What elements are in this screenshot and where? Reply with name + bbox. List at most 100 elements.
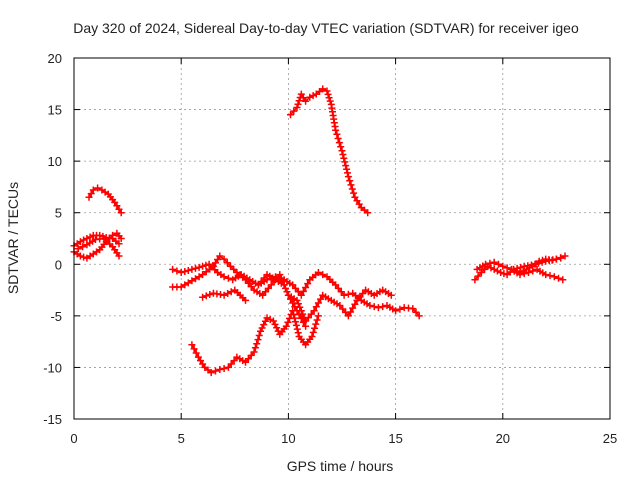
data-point [207,369,215,377]
data-point [335,139,343,147]
data-point [302,97,310,105]
chart-title: Day 320 of 2024, Sidereal Day-to-day VTE… [73,20,579,36]
y-tick-label: 15 [48,103,62,118]
data-point [299,310,307,318]
data-point [337,143,345,151]
data-point [520,270,528,278]
data-point [546,272,554,280]
data-point [195,263,203,271]
data-point [471,276,479,284]
data-point [332,126,340,134]
data-point [499,262,507,270]
data-point [487,264,495,272]
data-point [347,181,355,189]
data-point [309,92,317,100]
data-point [188,341,196,349]
data-point [216,366,224,373]
data-point [516,271,524,279]
data-point [309,328,317,336]
data-point [350,189,358,197]
series-arc-5 [287,85,372,217]
data-point [542,271,550,279]
series-arc-2 [70,231,123,250]
data-point [192,349,200,357]
data-point [254,336,262,344]
data-point [482,260,490,268]
series-arc-13 [473,258,567,284]
series-arc-4 [74,235,123,260]
data-point [290,310,298,318]
data-point [192,275,199,283]
data-point [257,327,264,335]
data-point [317,295,325,303]
data-point [184,267,192,274]
data-point [559,276,567,284]
data-point [223,259,231,267]
data-point [230,265,238,273]
data-point [291,318,299,326]
data-point [347,308,355,316]
data-point [535,259,542,267]
x-tick-label: 10 [281,431,295,446]
data-point [206,291,214,298]
data-point [348,185,356,193]
data-point [242,296,249,304]
data-point [513,264,521,272]
data-point [538,258,546,266]
data-point [202,268,210,276]
series-arc-9 [188,307,322,377]
data-point [326,97,334,105]
data-point [227,262,234,270]
data-point [313,316,321,324]
y-tick-label: 10 [48,154,62,169]
data-point [267,274,275,282]
data-point [290,107,298,115]
data-point [415,312,423,320]
data-series [70,85,569,377]
data-point [477,269,485,276]
data-point [312,303,320,311]
data-point [392,307,400,315]
data-point [199,271,207,279]
data-point [374,304,382,312]
data-point [500,270,508,278]
data-point [177,269,185,276]
data-point [188,277,196,285]
data-point [220,291,228,299]
data-point [340,291,348,299]
y-tick-label: 5 [55,206,62,221]
data-point [529,267,537,275]
data-point [312,320,320,328]
data-point [409,305,417,313]
data-point [79,243,87,251]
data-point [293,104,301,111]
data-point [493,267,501,275]
data-point [250,348,258,356]
plot-frame [73,57,611,420]
grid [74,58,610,419]
series-arc-11 [284,286,395,325]
data-point [340,154,348,162]
data-point [338,147,346,155]
x-tick-label: 0 [70,431,77,446]
data-point [273,324,281,332]
y-tick-label: -5 [50,309,62,324]
x-tick-label: 15 [388,431,402,446]
data-point [80,236,88,244]
data-point [202,261,210,269]
data-point [370,303,378,311]
series-arc-14 [510,252,569,273]
data-point [291,314,298,322]
data-point [190,345,198,353]
data-point [253,340,261,348]
data-point [258,324,266,332]
data-point [308,333,316,340]
x-axis-label: GPS time / hours [287,458,394,474]
data-point [495,260,502,268]
data-point [323,87,331,95]
data-point [550,273,558,281]
series-arc-8 [199,286,249,304]
data-point [216,252,224,260]
data-point [334,135,342,142]
